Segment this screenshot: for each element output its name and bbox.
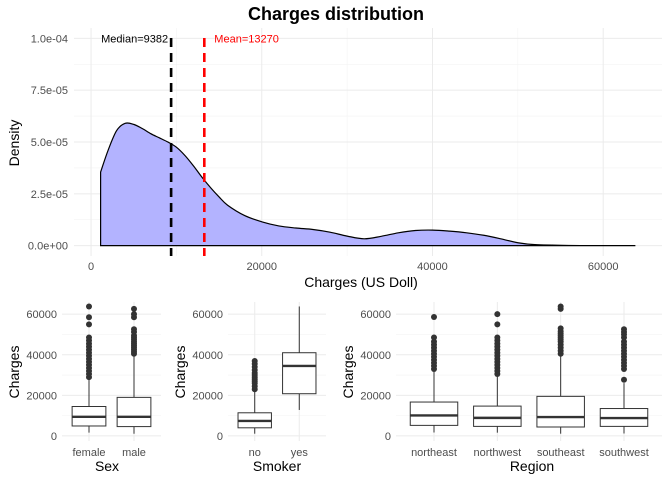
sex-outlier-point xyxy=(131,305,137,312)
region-y-tick-label: 20000 xyxy=(360,390,391,402)
region-outlier-point xyxy=(494,311,501,318)
density-y-tick-label: 2.5e-05 xyxy=(31,189,68,201)
smoker-y-tick-label: 20000 xyxy=(192,390,223,402)
density-x-axis-title: Charges (US Doll) xyxy=(304,274,418,290)
smoker-y-tick-label: 0 xyxy=(217,431,223,443)
region-x-tick-label: southeast xyxy=(537,447,585,459)
region-x-tick-label: northeast xyxy=(411,447,457,459)
density-y-tick-label: 7.5e-05 xyxy=(31,85,68,97)
smoker-boxplot: 0 20000 40000 60000 no yes xyxy=(192,302,326,459)
chart-title: Charges distribution xyxy=(248,4,424,24)
sex-outlier-point xyxy=(131,311,137,318)
smoker-x-axis-title: Smoker xyxy=(253,458,302,474)
region-outlier-point xyxy=(621,326,627,333)
density-x-tick-label: 20000 xyxy=(246,261,277,273)
region-x-tick-label: northwest xyxy=(473,447,521,459)
sex-outlier-point xyxy=(86,334,92,341)
smoker-y-axis-title: Charges xyxy=(172,346,188,399)
density-y-tick-label: 0.0e+00 xyxy=(28,241,68,253)
sex-x-tick-label: male xyxy=(122,447,146,459)
region-box xyxy=(473,405,522,427)
smoker-x-tick-label: yes xyxy=(291,447,309,459)
sex-x-tick-label: female xyxy=(72,447,105,459)
region-box xyxy=(409,401,459,426)
smoker-y-tick-label: 40000 xyxy=(192,350,223,362)
sex-y-tick-label: 40000 xyxy=(26,350,57,362)
region-x-axis-title: Region xyxy=(510,458,554,474)
median-label: Median=9382 xyxy=(101,33,168,45)
region-boxplot: 0 20000 40000 60000 northeast northwest southe… xyxy=(360,302,662,459)
region-outlier-point xyxy=(557,325,564,332)
region-y-tick-label: 40000 xyxy=(360,350,391,362)
sex-x-axis-title: Sex xyxy=(95,458,119,474)
density-x-tick-label: 40000 xyxy=(417,261,448,273)
sex-outlier-point xyxy=(131,326,137,333)
sex-box xyxy=(116,396,152,428)
region-outlier-point xyxy=(431,314,437,321)
sex-y-tick-label: 20000 xyxy=(26,390,57,402)
region-y-tick-label: 60000 xyxy=(360,309,391,321)
region-y-tick-label: 0 xyxy=(385,431,391,443)
sex-y-tick-label: 0 xyxy=(51,431,57,443)
region-y-axis-title: Charges xyxy=(340,346,356,399)
density-x-tick-label: 60000 xyxy=(588,261,619,273)
mean-label: Mean=13270 xyxy=(214,33,279,45)
sex-outlier-point xyxy=(86,314,92,321)
region-box xyxy=(536,395,585,428)
smoker-x-tick-label: no xyxy=(249,447,261,459)
region-x-tick-label: southwest xyxy=(599,447,649,459)
density-y-axis-title: Density xyxy=(6,120,22,167)
region-outlier-point xyxy=(431,334,437,341)
smoker-outlier-point xyxy=(251,358,258,365)
density-curve xyxy=(100,122,636,247)
smoker-y-tick-label: 60000 xyxy=(192,309,223,321)
sex-boxplot: 0 20000 40000 60000 female male xyxy=(26,302,161,459)
density-y-tick-label: 1.0e-04 xyxy=(31,33,68,45)
region-outlier-point xyxy=(557,303,564,310)
region-outlier-point xyxy=(494,334,501,341)
sex-y-axis-title: Charges xyxy=(6,346,22,399)
sex-y-tick-label: 60000 xyxy=(26,309,57,321)
density-area-fill xyxy=(100,122,636,246)
sex-outlier-point xyxy=(86,303,92,310)
smoker-box xyxy=(282,352,317,395)
density-plot: 0 20000 40000 60000 0.0e+00 2.5e-05 5.0e-05 7.5… xyxy=(28,28,662,273)
density-x-tick-label: 0 xyxy=(88,261,94,273)
density-y-tick-label: 5.0e-05 xyxy=(31,137,68,149)
sex-outlier-point xyxy=(86,321,92,328)
region-outlier-point xyxy=(621,376,627,383)
region-outlier-point xyxy=(494,321,501,328)
